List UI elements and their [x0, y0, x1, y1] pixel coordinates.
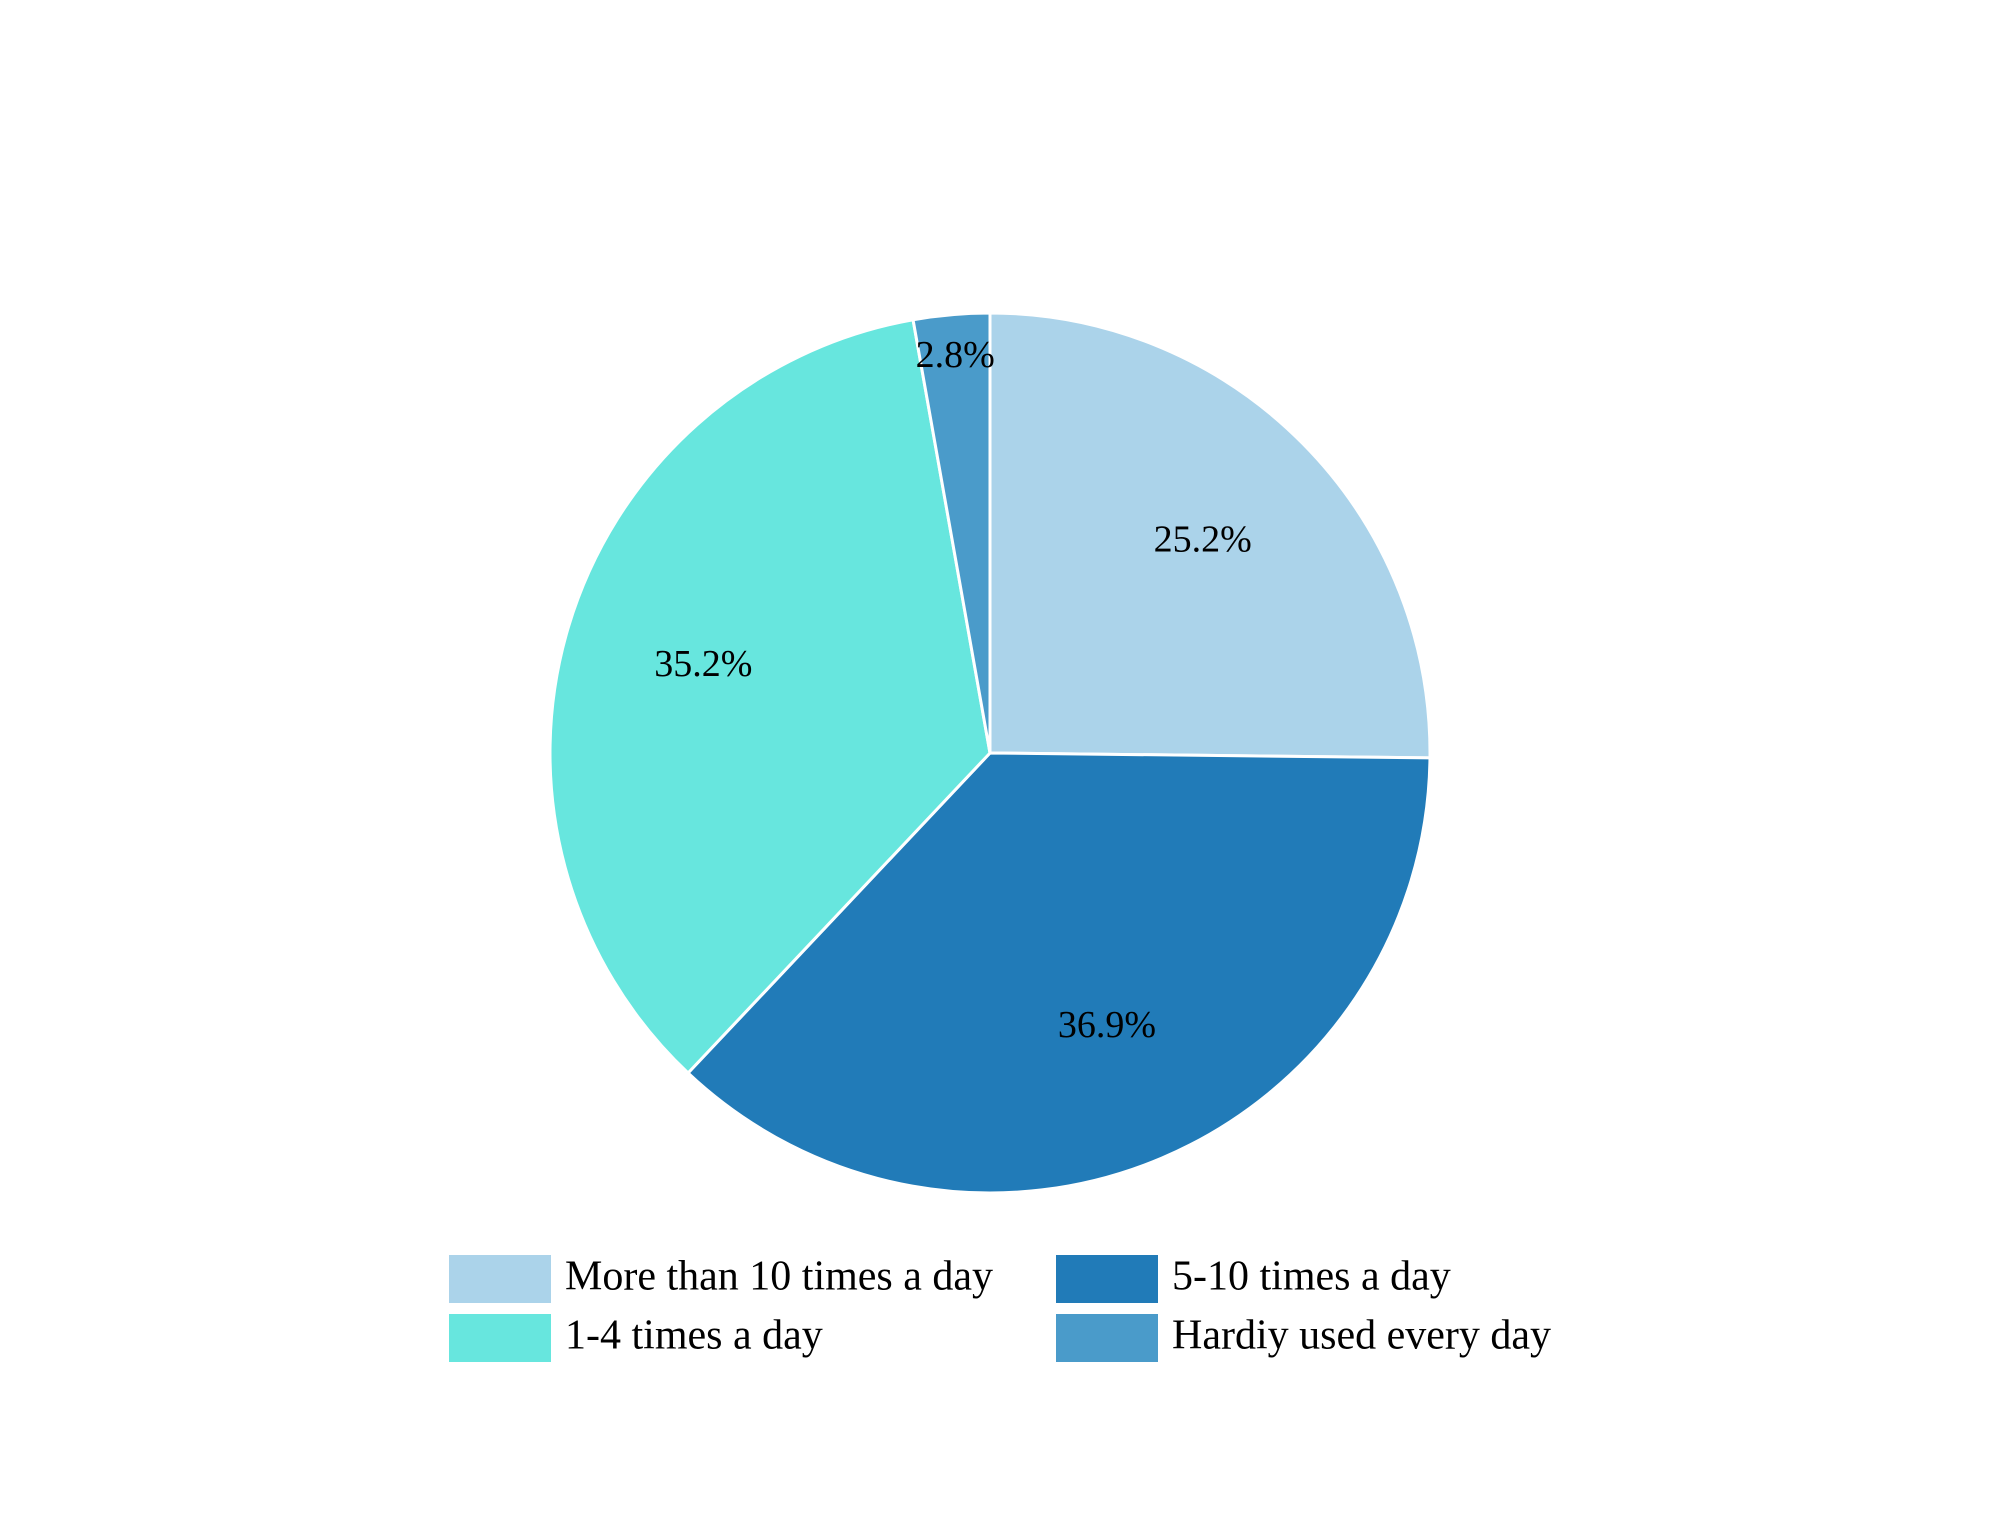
slice-label: 36.9%	[1058, 1004, 1156, 1046]
pie-slice	[685, 751, 1432, 1195]
legend-swatch	[449, 1255, 551, 1303]
pie-slice	[548, 318, 992, 1076]
legend-label: 1-4 times a day	[565, 1313, 823, 1359]
legend-swatch	[449, 1314, 551, 1362]
slice-label: 35.2%	[654, 643, 752, 685]
pie-slice	[988, 311, 1432, 760]
slice-label: 2.8%	[916, 334, 995, 376]
legend-label: More than 10 times a day	[565, 1254, 993, 1300]
pie-slice	[911, 311, 992, 754]
legend-label: 5-10 times a day	[1172, 1254, 1451, 1300]
legend-swatch	[1056, 1314, 1158, 1362]
legend-label: Hardiy used every day	[1172, 1313, 1551, 1359]
slice-label: 25.2%	[1154, 518, 1252, 560]
legend-swatch	[1056, 1255, 1158, 1303]
